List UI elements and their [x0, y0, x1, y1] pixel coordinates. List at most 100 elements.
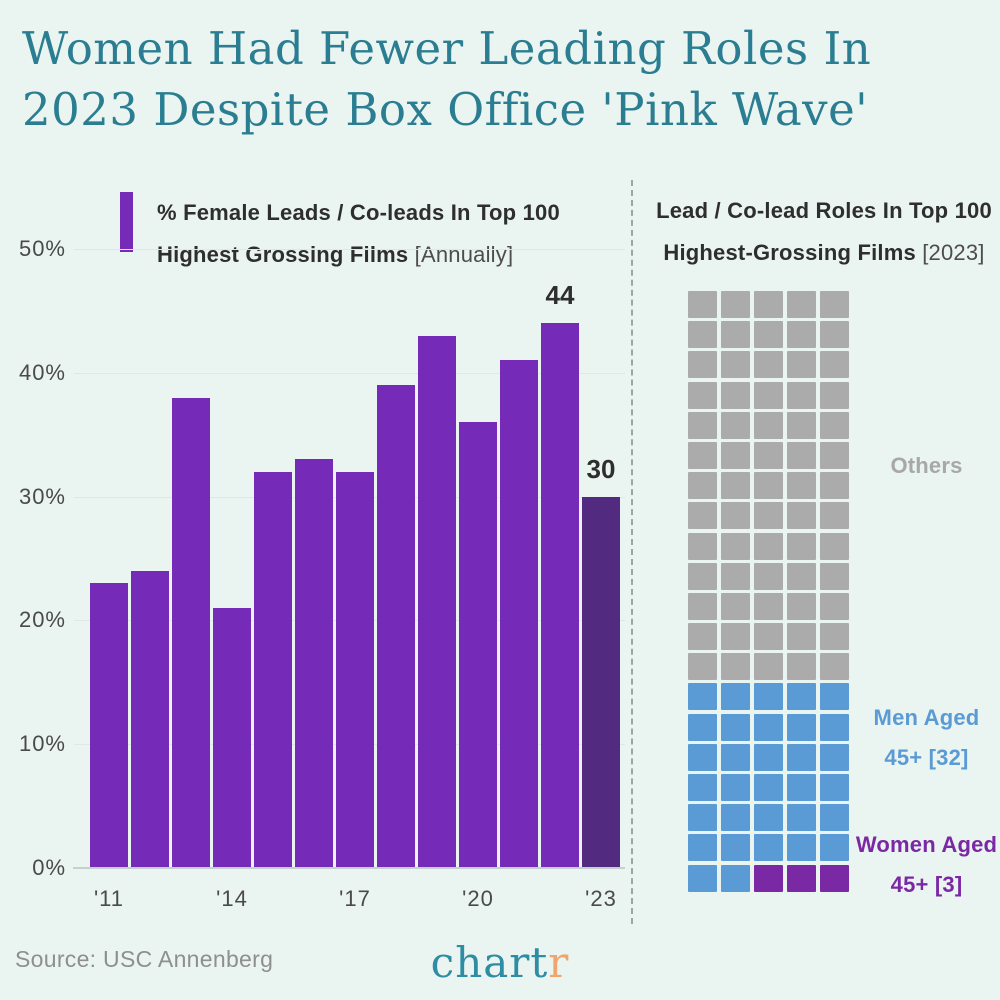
gridline-40: [74, 372, 625, 374]
waffle-label-women-aged-45: Women Aged 45+ [3]: [855, 832, 998, 897]
waffle-cell-men-aged-45: [820, 774, 849, 801]
waffle-cell-others: [688, 532, 717, 560]
legend-annually-bracket: [Annually]: [414, 242, 514, 267]
legend-color-swatch: [120, 192, 133, 252]
logo-text-r: r: [548, 938, 570, 987]
legend-line-2: Highest Grossing Films [Annually]: [157, 242, 514, 267]
waffle-cell-others: [820, 321, 849, 349]
waffle-cell-others: [721, 653, 750, 681]
gridline-50: [74, 249, 625, 250]
waffle-cell-men-aged-45: [688, 774, 717, 801]
bar-12: [131, 570, 169, 868]
waffle-cell-others: [721, 472, 750, 500]
waffle-cell-others: [688, 411, 717, 439]
waffle-cell-others: [787, 653, 816, 681]
waffle-cell-men-aged-45: [787, 834, 816, 862]
title-line-2: 2023 Despite Box Office 'Pink Wave': [22, 83, 869, 136]
bar-value-label-22: 44: [545, 280, 575, 311]
waffle-cell-men-aged-45: [754, 804, 783, 832]
waffle-cell-others: [721, 562, 750, 590]
waffle-cell-men-aged-45: [721, 774, 750, 801]
waffle-cell-others: [787, 472, 816, 500]
waffle-cell-others: [787, 321, 816, 349]
legend-line-1: % Female Leads / Co-leads In Top 100: [157, 200, 560, 225]
bar-value-label-23: 30: [586, 453, 616, 484]
waffle-cell-others: [820, 653, 849, 681]
waffle-cell-others: [688, 291, 717, 318]
y-axis-tick-50: 50%: [18, 236, 66, 261]
waffle-cell-others: [787, 441, 816, 469]
bar-21: [500, 360, 538, 868]
waffle-cell-others: [754, 351, 783, 379]
bar-16: [295, 459, 333, 868]
bar-11: [90, 583, 128, 868]
waffle-title-line-2: Highest-Grossing Films [2023]: [663, 240, 985, 265]
waffle-cell-men-aged-45: [787, 774, 816, 801]
waffle-cell-others: [688, 321, 717, 349]
waffle-cell-others: [754, 562, 783, 590]
waffle-cell-women-aged-45: [820, 864, 849, 892]
waffle-cell-others: [820, 623, 849, 651]
waffle-cell-others: [820, 592, 849, 620]
waffle-cell-women-aged-45: [787, 864, 816, 892]
waffle-cell-others: [688, 381, 717, 409]
waffle-cell-others: [721, 441, 750, 469]
waffle-cell-others: [721, 381, 750, 409]
waffle-cell-others: [820, 562, 849, 590]
bar-13: [172, 397, 210, 868]
waffle-cell-others: [754, 592, 783, 620]
waffle-cell-men-aged-45: [820, 834, 849, 862]
waffle-cell-others: [721, 411, 750, 439]
x-axis-line: [73, 867, 625, 869]
legend-text: % Female Leads / Co-leads In Top 100 Hig…: [157, 192, 560, 276]
y-axis-tick-40: 40%: [18, 359, 66, 385]
waffle-cell-others: [787, 592, 816, 620]
waffle-cell-others: [754, 653, 783, 681]
waffle-cell-men-aged-45: [721, 834, 750, 862]
waffle-cell-others: [754, 502, 783, 530]
waffle-cell-others: [820, 441, 849, 469]
waffle-cell-men-aged-45: [754, 683, 783, 711]
waffle-label-others: Others: [890, 453, 963, 478]
waffle-year-bracket: [2023]: [922, 240, 985, 265]
waffle-cell-others: [787, 411, 816, 439]
waffle-cell-others: [820, 351, 849, 379]
waffle-cell-others: [688, 472, 717, 500]
waffle-cell-others: [820, 411, 849, 439]
waffle-cell-men-aged-45: [721, 864, 750, 892]
waffle-cell-men-aged-45: [688, 713, 717, 741]
waffle-cell-others: [820, 532, 849, 560]
waffle-cell-others: [721, 321, 750, 349]
waffle-cell-others: [820, 502, 849, 530]
waffle-cell-others: [754, 472, 783, 500]
bar-18: [377, 385, 415, 868]
waffle-cell-others: [787, 351, 816, 379]
waffle-cell-men-aged-45: [820, 683, 849, 711]
waffle-cell-men-aged-45: [787, 804, 816, 832]
bar-19: [418, 335, 456, 868]
waffle-cell-others: [820, 291, 849, 318]
waffle-cell-men-aged-45: [754, 713, 783, 741]
waffle-cell-others: [754, 411, 783, 439]
waffle-cell-men-aged-45: [688, 834, 717, 862]
bar-chart-legend: % Female Leads / Co-leads In Top 100 Hig…: [120, 192, 560, 276]
bar-17: [336, 471, 374, 868]
waffle-cell-others: [787, 381, 816, 409]
waffle-cell-men-aged-45: [787, 683, 816, 711]
waffle-cell-men-aged-45: [721, 713, 750, 741]
waffle-cell-others: [754, 321, 783, 349]
waffle-cell-men-aged-45: [688, 743, 717, 771]
waffle-cell-women-aged-45: [754, 864, 783, 892]
title-line-1: Women Had Fewer Leading Roles In: [22, 22, 872, 75]
y-axis-tick-20: 20%: [18, 607, 66, 633]
panel-divider-dashed-line: [631, 180, 633, 924]
waffle-cell-men-aged-45: [754, 774, 783, 801]
logo-text-chart: chart: [430, 938, 549, 987]
waffle-cell-others: [688, 502, 717, 530]
waffle-cell-others: [787, 532, 816, 560]
waffle-cell-others: [721, 532, 750, 560]
waffle-cell-men-aged-45: [787, 743, 816, 771]
waffle-cell-men-aged-45: [688, 804, 717, 832]
waffle-cell-men-aged-45: [787, 713, 816, 741]
waffle-cell-men-aged-45: [820, 713, 849, 741]
